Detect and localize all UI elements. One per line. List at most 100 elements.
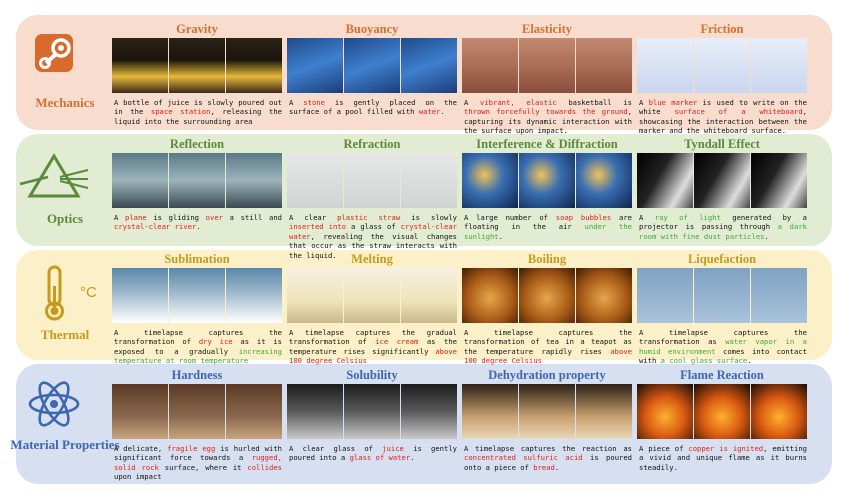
caption-text: . (440, 107, 445, 117)
video-frame (751, 153, 807, 208)
category-label-optics: Optics (46, 211, 84, 226)
video-frame (694, 153, 750, 208)
category-label-material-properties: Material Properties (10, 437, 120, 452)
prism-icon (19, 153, 89, 198)
video-frame (576, 384, 632, 439)
video-frame (344, 153, 400, 208)
phenomenon-title: Interference & Diffraction (476, 137, 618, 151)
video-frame (576, 268, 632, 323)
phenomenon-title: Reflection (169, 137, 225, 151)
highlight-red: bread (533, 462, 555, 472)
video-frame (751, 268, 807, 323)
video-frame-strip (287, 384, 457, 439)
video-frame (169, 384, 225, 439)
prompt-caption: A clear glass of juice is gently poured … (289, 444, 457, 463)
highlight-red: plane (125, 213, 147, 222)
caption-text: A timelapse captures the reaction as (464, 444, 632, 453)
video-frame (637, 38, 693, 93)
phenomenon-title: Solubility (346, 368, 398, 382)
phenomenon-title: Tyndall Effect (684, 137, 760, 151)
caption-text: . (764, 231, 769, 241)
thermometer-icon (45, 265, 64, 321)
caption-text: comes into contact with (639, 346, 807, 366)
caption-text: . (498, 231, 503, 241)
caption-text: . (196, 222, 201, 232)
caption-text: A timelapse captures the transformation … (464, 328, 632, 356)
prompt-caption: A ray of light generated by a projector … (639, 213, 807, 241)
caption-text: is gliding (146, 213, 206, 222)
highlight-green: water vapor in a humid environment (639, 337, 807, 356)
phenomenon-title: Boiling (527, 252, 567, 266)
video-frame (576, 153, 632, 208)
video-frame (112, 384, 168, 439)
caption-text: basketball is (556, 98, 632, 107)
caption-text: . (410, 453, 415, 463)
caption-text: , showcasing the interaction between the… (639, 107, 807, 136)
highlight-red: above 100 degree Celsius (289, 346, 457, 366)
video-frame (401, 153, 457, 208)
highlight-red: inserted into (289, 222, 346, 232)
prompt-caption: A piece of copper is ignited, emitting a… (639, 444, 807, 472)
highlight-green: ray of light (654, 213, 721, 222)
highlight-green: under the sunlight (464, 222, 632, 241)
caption-text: A timelapse captures the gradual transfo… (289, 328, 457, 347)
caption-text: , emitting a vivid and unique flame as i… (639, 444, 807, 472)
video-frame (169, 268, 225, 323)
category-label-mechanics: Mechanics (35, 95, 95, 110)
highlight-red: crystal-clear water (289, 222, 457, 241)
category-label-thermal: Thermal (40, 327, 90, 342)
video-frame-strip (637, 384, 807, 439)
caption-text: A (289, 98, 304, 107)
video-frame-strip (287, 268, 457, 323)
video-frame (694, 268, 750, 323)
caption-text: a still and (222, 213, 282, 222)
video-frame (519, 384, 575, 439)
video-frame (576, 38, 632, 93)
prompt-caption: A stone is gently placed on the surface … (289, 98, 457, 117)
steam-engine-icon (35, 34, 73, 72)
caption-text: A piece of (639, 444, 689, 453)
video-frame (401, 384, 457, 439)
video-frame (226, 384, 282, 439)
video-frame (287, 38, 343, 93)
video-frame (287, 384, 343, 439)
caption-text: A timelapse captures the transformation … (639, 328, 807, 347)
prompt-caption: A timelapse captures the transformation … (464, 328, 632, 366)
video-frame (637, 268, 693, 323)
video-frame (694, 384, 750, 439)
video-frame (751, 384, 807, 439)
caption-text: as the temperature rises significantly (289, 337, 457, 356)
highlight-red: above 100 degree Celsius (464, 346, 632, 366)
highlight-red: copper is ignited (688, 444, 764, 453)
prompt-caption: A large number of soap bubbles are float… (464, 213, 632, 241)
caption-text: , releasing the liquid into the surround… (114, 107, 282, 126)
video-frame (694, 38, 750, 93)
video-frame-strip (637, 38, 807, 93)
video-frame-strip (637, 268, 807, 323)
caption-text: A large number of (464, 213, 556, 222)
video-frame-strip (287, 153, 457, 208)
caption-text: A (639, 213, 655, 222)
caption-text: A delicate, (114, 444, 168, 453)
caption-text: is hurled with significant force towards… (114, 444, 282, 463)
highlight-red: glass of water (349, 453, 411, 463)
phenomenon-title: Melting (351, 252, 393, 266)
video-frame-strip (637, 153, 807, 208)
video-frame (344, 268, 400, 323)
caption-text: A (639, 98, 649, 107)
phenomenon-title: Sublimation (164, 252, 230, 266)
video-frame-strip (462, 384, 632, 439)
phenomenon-title: Friction (700, 22, 744, 36)
video-frame (519, 38, 575, 93)
video-frame (287, 153, 343, 208)
video-frame (226, 268, 282, 323)
caption-text: are floating in the air (464, 213, 632, 232)
video-frame (112, 38, 168, 93)
highlight-green: increasing temperature at room temperatu… (114, 346, 282, 366)
highlight-red: stone (303, 98, 325, 107)
highlight-red: collides (247, 462, 283, 472)
prompt-caption: A blue marker is used to write on the wh… (639, 98, 807, 136)
highlight-green: a dark room with fine dust particles (639, 222, 807, 241)
video-frame (169, 38, 225, 93)
highlight-red: ice cream (375, 337, 419, 347)
